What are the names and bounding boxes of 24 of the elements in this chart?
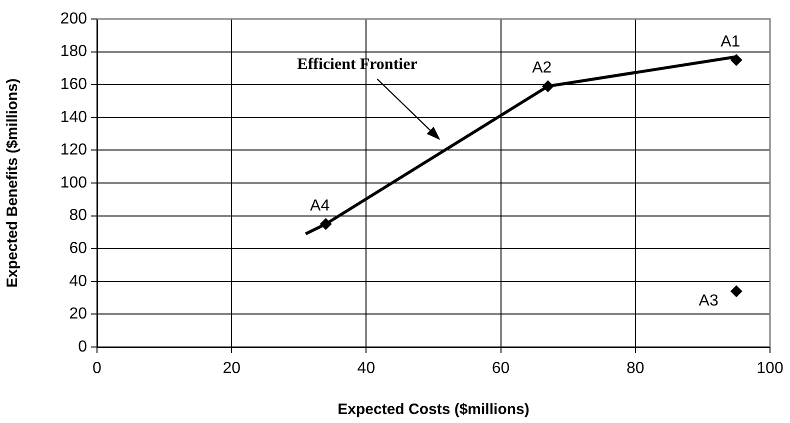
y-tick-label: 120 [60,142,88,159]
y-tick-label: 0 [78,338,88,356]
annotation: A1 [720,33,740,50]
y-tick-label: 40 [69,272,88,290]
y-tick-label: 80 [69,207,88,224]
y-tick-label: 100 [60,174,88,192]
x-tick-label: 40 [357,360,376,378]
annotation: A4 [310,197,330,214]
x-tick-label: 60 [492,360,510,378]
y-tick-label: 140 [60,108,88,126]
point [730,285,742,298]
x-tick-label: 100 [756,360,784,378]
annotation: A3 [698,292,718,310]
annotation: A2 [532,60,552,77]
y-axis-title: Expected Benefits ($millions) [4,78,22,288]
y-tick-label: 60 [69,240,88,258]
x-tick-label: 0 [92,360,102,378]
y-tick-label: 180 [60,43,88,60]
x-tick-label: 20 [222,360,241,378]
x-tick-label: 80 [626,360,644,378]
y-tick-label: 20 [69,306,88,323]
y-tick-label: 200 [60,10,88,28]
x-axis-title: Expected Costs ($millions) [338,401,530,418]
y-tick-label: 160 [60,76,88,94]
